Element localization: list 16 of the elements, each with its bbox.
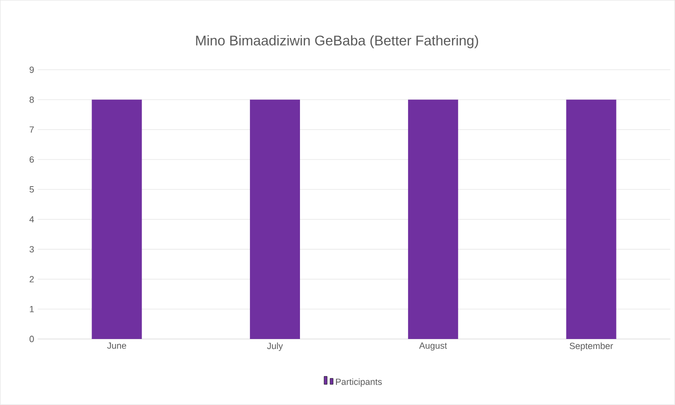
- y-tick-label: 2: [30, 276, 34, 282]
- x-tick-label: September: [570, 342, 614, 352]
- x-tick-label: July: [267, 342, 283, 352]
- legend-label: Participants: [336, 378, 382, 387]
- y-tick-label: 9: [30, 66, 34, 74]
- y-tick-label: 8: [30, 96, 34, 103]
- y-tick-label: 3: [30, 246, 34, 253]
- y-tick-label: 1: [30, 306, 34, 312]
- y-tick-label: 0: [30, 336, 34, 342]
- y-tick-label: 6: [30, 156, 34, 163]
- y-tick-label: 5: [30, 186, 34, 193]
- y-tick-label: 4: [29, 216, 34, 223]
- x-tick-label: June: [107, 342, 126, 349]
- chart-title: Mino Bimaadiziwin GeBaba (Better Fathering): [196, 35, 478, 48]
- x-tick-label: August: [419, 342, 447, 351]
- y-tick-label: 7: [30, 126, 34, 133]
